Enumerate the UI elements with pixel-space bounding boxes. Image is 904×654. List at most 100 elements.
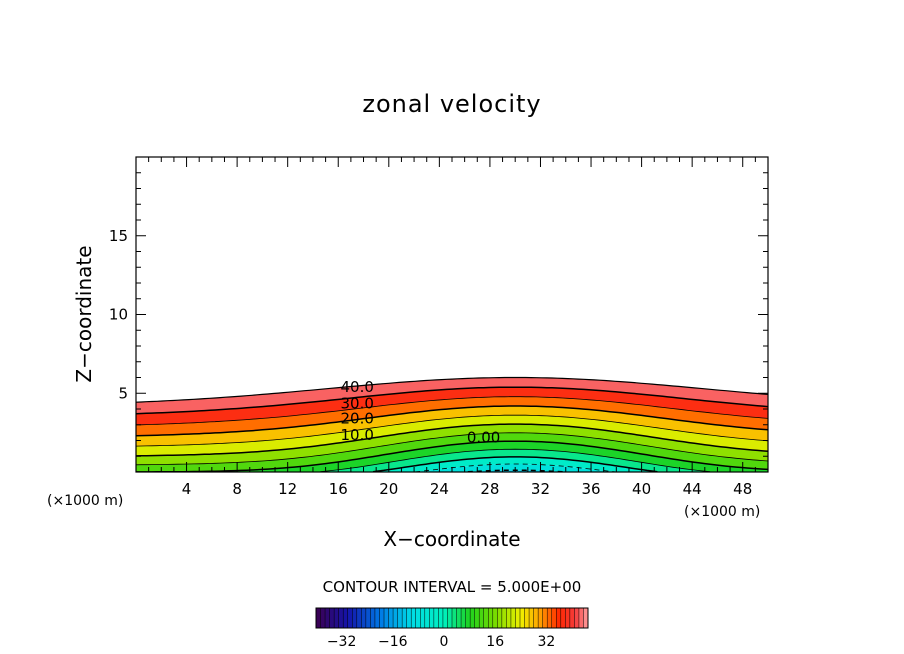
colorbar-segment xyxy=(452,608,457,628)
contour-line xyxy=(136,432,768,466)
colorbar-segment xyxy=(447,608,453,628)
colorbar-segment xyxy=(415,608,421,628)
contour-label: 0.00 xyxy=(467,428,500,446)
colorbar-segment xyxy=(547,608,553,628)
contour-band xyxy=(136,377,768,414)
y-axis-unit: (×1000 m) xyxy=(47,493,123,509)
colorbar-segment xyxy=(347,608,353,628)
colorbar-segment xyxy=(510,608,516,628)
contour-line xyxy=(136,440,768,472)
x-tick-label: 24 xyxy=(430,480,449,498)
colorbar-segment xyxy=(406,608,412,628)
colorbar-segment xyxy=(325,608,330,628)
colorbar-tick-label: 0 xyxy=(440,634,449,650)
colorbar-segment xyxy=(316,608,321,628)
x-tick-label: 12 xyxy=(278,480,297,498)
colorbar-segment xyxy=(533,608,539,628)
colorbar-segment xyxy=(515,608,521,628)
contour-line xyxy=(415,463,616,472)
contour-band xyxy=(136,396,768,436)
colorbar-segment xyxy=(551,608,557,628)
colorbar-segment xyxy=(334,608,339,628)
colorbar-segment xyxy=(461,608,466,628)
colorbar: −32 −16 0 16 32 xyxy=(315,607,589,650)
colorbar-segment xyxy=(529,608,534,628)
colorbar-segment xyxy=(569,608,575,628)
colorbar-segment xyxy=(538,608,543,628)
colorbar-segment xyxy=(438,608,444,628)
colorbar-segment xyxy=(338,608,344,628)
colorbar-segment xyxy=(361,608,367,628)
x-tick-label: 16 xyxy=(329,480,348,498)
contour-line xyxy=(136,396,768,426)
colorbar-segment xyxy=(578,608,584,628)
x-tick-label: 28 xyxy=(480,480,499,498)
contour-line xyxy=(136,414,768,447)
contour-band xyxy=(136,424,768,465)
colorbar-segment xyxy=(456,608,462,628)
colorbar-segment xyxy=(411,608,417,628)
contour-band xyxy=(136,415,768,456)
colorbar-segment xyxy=(356,608,362,628)
colorbar-segment xyxy=(393,608,398,628)
colorbar-tick-label: −16 xyxy=(378,634,408,650)
colorbar-segment xyxy=(343,608,349,628)
colorbar-segment xyxy=(560,608,566,628)
contour-line xyxy=(372,456,658,472)
y-tick-label: 15 xyxy=(109,227,128,245)
colorbar-segment xyxy=(483,608,489,628)
x-tick-label: 32 xyxy=(531,480,550,498)
colorbar-segment xyxy=(402,608,407,628)
x-tick-label: 8 xyxy=(232,480,242,498)
contour-band xyxy=(136,456,768,472)
chart-title: zonal velocity xyxy=(362,90,541,118)
colorbar-segment xyxy=(542,608,548,628)
colorbar-segment xyxy=(429,608,435,628)
colorbar-segment xyxy=(374,608,380,628)
colorbar-segment xyxy=(488,608,494,628)
colorbar-segment xyxy=(397,608,403,628)
colorbar-segment xyxy=(474,608,480,628)
colorbar-segment xyxy=(388,608,394,628)
contour-label: 40.0 xyxy=(340,378,373,396)
contour-line xyxy=(320,448,711,472)
colorbar-segment xyxy=(329,608,335,628)
colorbar-segment xyxy=(442,608,448,628)
colorbar-segment xyxy=(420,608,426,628)
x-axis-label: X−coordinate xyxy=(383,527,520,551)
colorbar-segment xyxy=(583,608,589,628)
y-tick-label: 5 xyxy=(118,384,128,402)
velocity-field xyxy=(136,377,768,472)
contour-line xyxy=(136,405,768,437)
y-tick-label: 10 xyxy=(109,306,128,324)
colorbar-segment xyxy=(506,608,512,628)
x-tick-label: 36 xyxy=(581,480,600,498)
colorbar-segment xyxy=(384,608,389,628)
colorbar-segment xyxy=(497,608,503,628)
colorbar-segment xyxy=(433,608,439,628)
contour-lines xyxy=(136,376,768,472)
contour-band xyxy=(136,406,768,447)
contour-label: 30.0 xyxy=(340,394,373,412)
colorbar-segment xyxy=(424,608,430,628)
colorbar-segment xyxy=(320,608,326,628)
contour-band xyxy=(136,432,768,472)
contour-label: 20.0 xyxy=(340,409,373,427)
x-tick-label: 40 xyxy=(632,480,651,498)
colorbar-segment xyxy=(365,608,371,628)
colorbar-segment xyxy=(524,608,530,628)
colorbar-segment xyxy=(470,608,475,628)
colorbar-segment xyxy=(565,608,571,628)
colorbar-segment xyxy=(574,608,580,628)
colorbar-tick-label: 16 xyxy=(486,634,504,650)
y-axis-label: Z−coordinate xyxy=(72,245,96,382)
contour-line xyxy=(136,386,768,415)
colorbar-segment xyxy=(501,608,507,628)
colorbar-segment xyxy=(352,608,358,628)
x-tick-label: 44 xyxy=(683,480,702,498)
contour-label: 10.0 xyxy=(340,426,373,444)
colorbar-segment xyxy=(465,608,471,628)
x-tick-label: 4 xyxy=(182,480,192,498)
x-tick-label: 48 xyxy=(733,480,752,498)
